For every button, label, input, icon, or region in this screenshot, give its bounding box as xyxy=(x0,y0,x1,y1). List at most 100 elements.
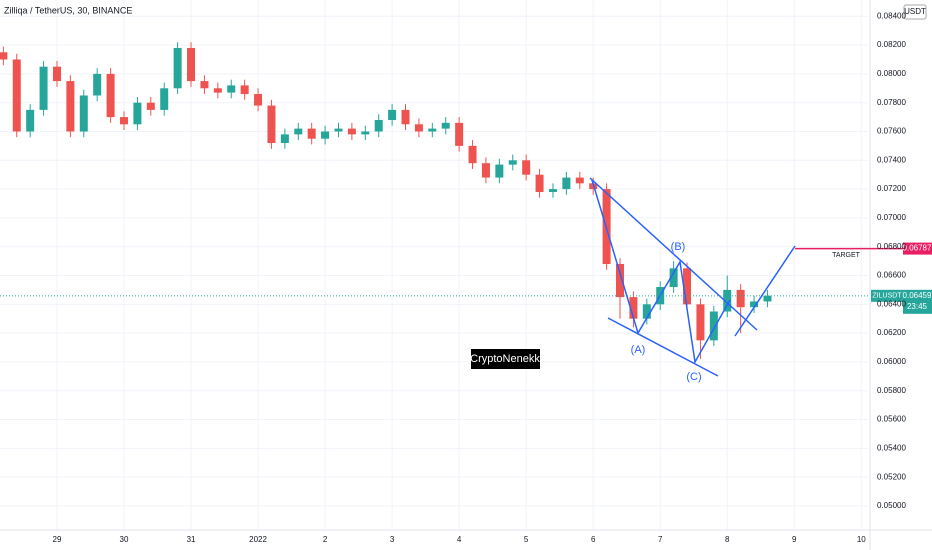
candle-body xyxy=(669,268,678,288)
x-tick-label: 3 xyxy=(390,535,395,544)
wedge-lower xyxy=(607,317,719,377)
candle-body xyxy=(763,295,772,302)
candle-body xyxy=(146,102,155,110)
y-tick-label: 0.08400 xyxy=(877,11,906,20)
y-tick-label: 0.05200 xyxy=(877,472,906,481)
candle-body xyxy=(79,95,88,132)
candle-body xyxy=(642,304,651,319)
x-tick-label: 30 xyxy=(120,535,129,544)
x-tick-label: 8 xyxy=(725,535,730,544)
y-tick-label: 0.08200 xyxy=(877,40,906,49)
candle-body xyxy=(495,164,504,178)
candle-body xyxy=(307,128,316,139)
wave-label: (C) xyxy=(686,371,701,383)
candle-body xyxy=(522,160,531,175)
y-tick-label: 0.07000 xyxy=(877,213,906,222)
symbol-label: ZILUSDT xyxy=(872,293,902,300)
price-tag xyxy=(903,289,932,314)
candle-body xyxy=(106,73,115,118)
y-tick-label: 0.05000 xyxy=(877,501,906,510)
candle-body xyxy=(52,66,61,82)
candle-body xyxy=(508,160,517,165)
candle-body xyxy=(428,128,437,132)
y-tick-label: 0.07200 xyxy=(877,184,906,193)
candle-body xyxy=(39,66,48,110)
candle-body xyxy=(629,297,638,319)
x-tick-label: 4 xyxy=(457,535,462,544)
currency: USDT xyxy=(904,7,926,16)
currency-badge[interactable] xyxy=(903,4,927,20)
candle-body xyxy=(736,289,745,308)
symbol-tag xyxy=(871,289,903,302)
wedge-upper xyxy=(589,177,758,331)
target-tag xyxy=(903,242,932,255)
x-tick-label: 5 xyxy=(524,535,529,544)
x-tick-label: 7 xyxy=(658,535,663,544)
candle-body xyxy=(750,301,759,308)
candle-body xyxy=(66,81,75,132)
candle-body xyxy=(240,85,249,95)
candle-body xyxy=(26,109,35,132)
candle-body xyxy=(227,85,236,93)
candle-body xyxy=(616,263,624,298)
candle-body xyxy=(709,311,718,341)
candle-body xyxy=(133,102,142,125)
overlays: ZILUSDT 0.06459 23:45 0.06787 xyxy=(0,242,932,314)
candle-body xyxy=(683,268,692,305)
candle-body xyxy=(441,122,450,129)
candle-body xyxy=(12,59,21,132)
candle-body xyxy=(321,131,330,139)
candle-body xyxy=(213,88,222,93)
candle-body xyxy=(334,128,343,132)
candle-body xyxy=(361,131,370,135)
target-path xyxy=(734,245,796,337)
candle-body xyxy=(254,94,263,106)
y-tick-label: 0.06200 xyxy=(877,328,906,337)
y-tick-label: 0.05400 xyxy=(877,443,906,452)
x-tick-label: 2 xyxy=(323,535,328,544)
candle-body xyxy=(160,88,169,110)
candle-body xyxy=(696,304,705,341)
y-tick-label: 0.05600 xyxy=(877,415,906,424)
y-tick-label: 0.07600 xyxy=(877,127,906,136)
x-tick-label: 31 xyxy=(187,535,196,544)
candle-body xyxy=(200,81,209,89)
candle-body xyxy=(294,128,303,135)
target-label: TARGET xyxy=(832,252,861,259)
candle-body xyxy=(535,174,544,192)
wave-label: (A) xyxy=(631,344,646,356)
y-tick-label: 0.06000 xyxy=(877,357,906,366)
y-tick-label: 0.06600 xyxy=(877,271,906,280)
candle-body xyxy=(401,109,410,125)
candle-body xyxy=(468,145,477,164)
y-tick-label: 0.07400 xyxy=(877,155,906,164)
candle-body xyxy=(548,189,557,192)
candle-body xyxy=(93,73,102,96)
countdown: 23:45 xyxy=(907,302,928,311)
candle-body xyxy=(414,124,423,132)
y-tick-label: 0.06400 xyxy=(877,299,906,308)
candle-body xyxy=(267,105,276,144)
target-price-label: 0.06787 xyxy=(903,244,932,253)
candle-body xyxy=(388,109,397,120)
wave-label: (B) xyxy=(671,241,686,253)
candle-body xyxy=(562,177,571,190)
x-tick-label: 29 xyxy=(53,535,62,544)
x-tick-label: 2022 xyxy=(249,535,267,544)
candle-body xyxy=(173,47,182,89)
x-tick-label: 10 xyxy=(857,535,866,544)
y-tick-label: 0.08000 xyxy=(877,69,906,78)
watermark-box xyxy=(471,349,540,369)
candle-body xyxy=(280,134,289,144)
wave-path xyxy=(591,179,731,365)
candle-body xyxy=(374,119,383,132)
y-tick-label: 0.07800 xyxy=(877,98,906,107)
pattern-lines xyxy=(589,177,796,377)
y-tick-label: 0.05800 xyxy=(877,386,906,395)
candle-body xyxy=(723,289,732,312)
chart-title: Zilliqa / TetherUS, 30, BINANCE xyxy=(4,5,132,15)
candle-body xyxy=(481,163,490,178)
price-label: 0.06459 xyxy=(903,291,932,300)
